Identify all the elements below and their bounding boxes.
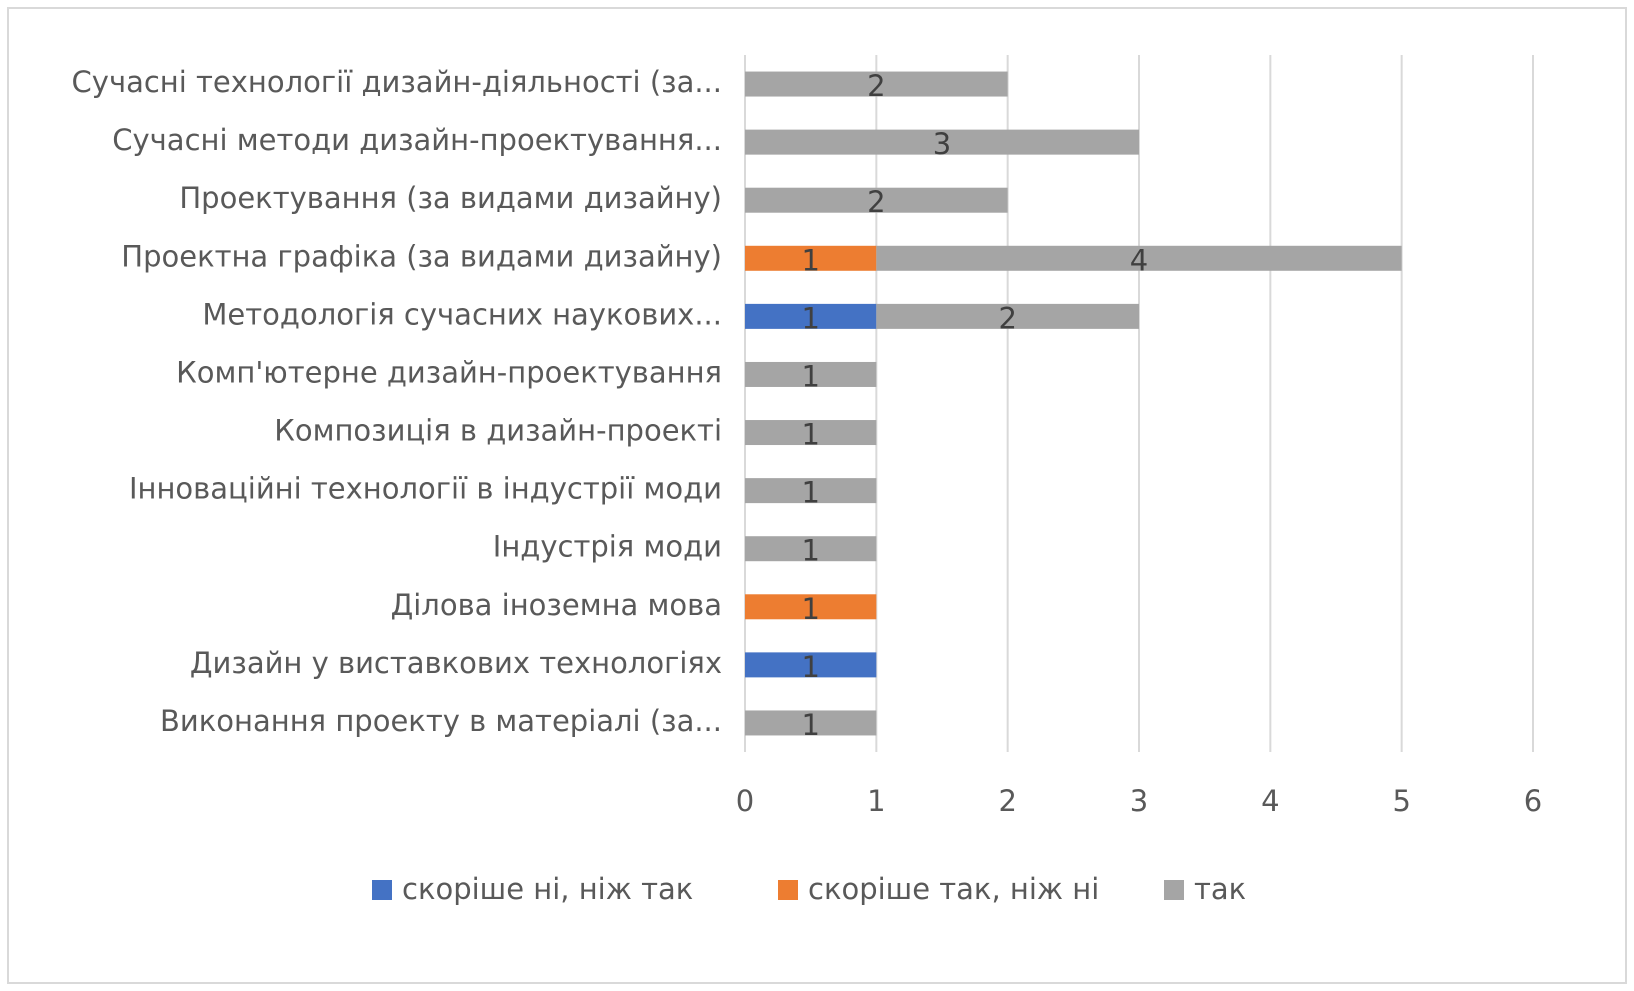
data-label: 1 <box>801 418 819 452</box>
bar <box>745 594 877 620</box>
bar <box>745 710 877 736</box>
bar <box>745 129 1139 155</box>
x-tick-label: 5 <box>1392 784 1410 818</box>
y-tick-label: Сучасні технології дизайн-діяльності (за… <box>72 65 722 99</box>
y-tick-label: Виконання проекту в матеріалі (за... <box>160 704 722 738</box>
y-tick-label: Проектна графіка (за видами дизайну) <box>121 239 722 273</box>
x-tick-label: 3 <box>1130 784 1148 818</box>
data-label: 3 <box>933 127 951 161</box>
data-label: 1 <box>801 650 819 684</box>
data-label: 2 <box>998 301 1016 335</box>
data-label: 1 <box>801 592 819 626</box>
legend-swatch <box>1164 880 1184 900</box>
legend-swatch <box>372 880 392 900</box>
y-tick-label: Композиція в дизайн-проекті <box>274 414 722 448</box>
y-tick-label: Ділова іноземна мова <box>391 588 722 622</box>
legend-label: скоріше так, ніж ні <box>808 872 1099 906</box>
bar <box>745 361 877 387</box>
x-tick-label: 6 <box>1524 784 1542 818</box>
bar <box>745 536 877 562</box>
y-tick-label: Методологія сучасних наукових... <box>202 297 722 331</box>
x-tick-label: 1 <box>867 784 885 818</box>
y-tick-label: Індустрія моди <box>493 530 722 564</box>
bar <box>745 478 877 504</box>
y-tick-label: Проектування (за видами дизайну) <box>179 181 722 215</box>
x-tick-label: 0 <box>736 784 754 818</box>
data-label: 2 <box>867 69 885 103</box>
data-label: 1 <box>801 476 819 510</box>
legend-label: скоріше ні, ніж так <box>402 872 693 906</box>
bar <box>745 652 877 678</box>
x-tick-label: 4 <box>1261 784 1279 818</box>
data-label: 1 <box>801 243 819 277</box>
bar <box>745 420 877 446</box>
data-label: 1 <box>801 301 819 335</box>
bar <box>745 187 1008 213</box>
bar <box>745 71 1008 97</box>
bar <box>876 245 1402 271</box>
legend-label: так <box>1194 872 1246 906</box>
bar <box>745 303 877 329</box>
y-tick-label: Сучасні методи дизайн-проектування... <box>112 123 722 157</box>
data-label: 4 <box>1130 243 1148 277</box>
data-label: 1 <box>801 534 819 568</box>
y-tick-label: Дизайн у виставкових технологіях <box>190 646 722 680</box>
data-label: 2 <box>867 185 885 219</box>
x-tick-label: 2 <box>998 784 1016 818</box>
bar <box>745 245 877 271</box>
data-label: 1 <box>801 359 819 393</box>
legend-swatch <box>778 880 798 900</box>
data-label: 1 <box>801 708 819 742</box>
y-tick-label: Інноваційні технології в індустрії моди <box>129 472 722 506</box>
y-tick-label: Комп'ютерне дизайн-проектування <box>176 355 722 389</box>
bar <box>876 303 1139 329</box>
